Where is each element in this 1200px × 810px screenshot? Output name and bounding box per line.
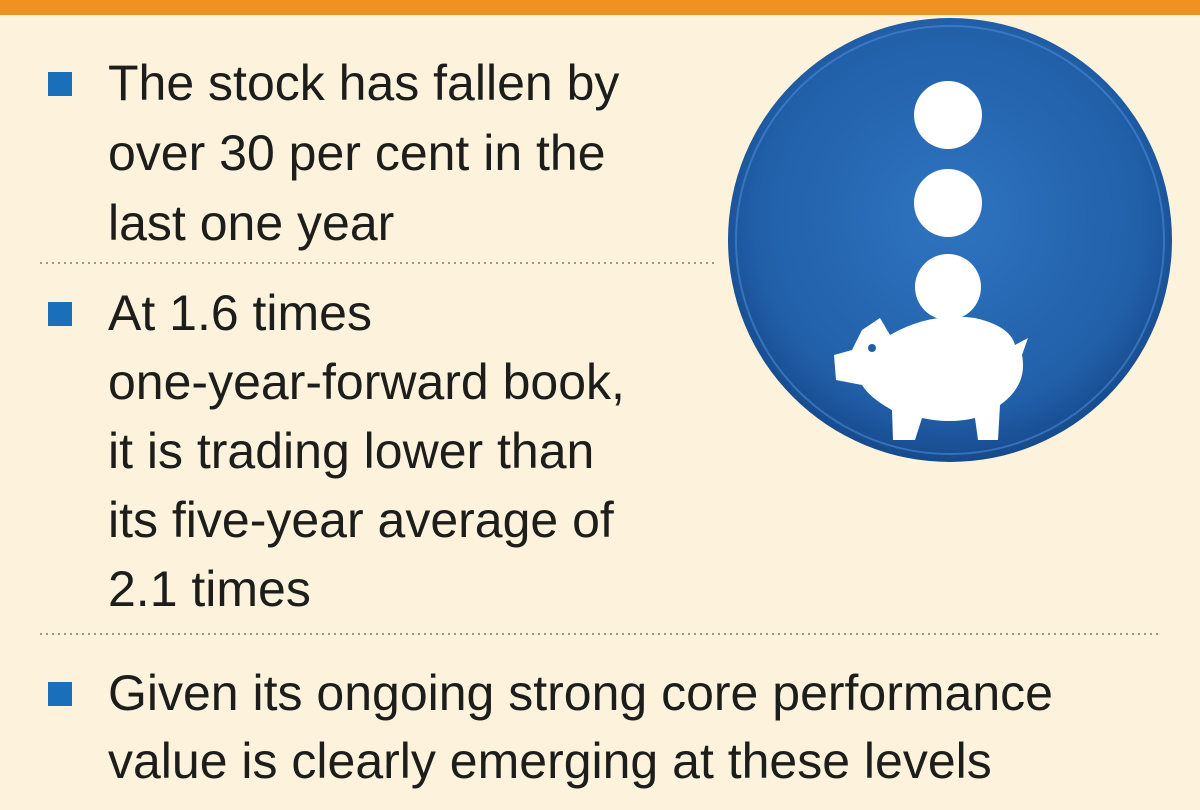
bullet-text: last one year <box>108 195 394 251</box>
bullet-text: its five-year average of <box>108 492 614 548</box>
bullet-text: At 1.6 times <box>108 285 372 341</box>
bullet-text: value is clearly emerging at these level… <box>108 733 992 789</box>
piggy-eye <box>868 344 876 352</box>
top-bar <box>0 0 1200 15</box>
bullet-text: 2.1 times <box>108 561 311 617</box>
bullet-text: over 30 per cent in the <box>108 125 606 181</box>
bullet-text: it is trading lower than <box>108 423 594 479</box>
coin <box>914 169 982 237</box>
bullet-text: The stock has fallen by <box>108 55 619 111</box>
bullet-square <box>48 72 72 96</box>
piggy <box>834 316 1028 440</box>
bullet-square <box>48 682 72 706</box>
bullet-text: one-year-forward book, <box>108 354 625 410</box>
coin <box>914 81 982 149</box>
bullet-text: Given its ongoing strong core performanc… <box>108 665 1053 721</box>
icon-circle <box>728 18 1172 462</box>
coin <box>915 254 981 320</box>
bullet-square <box>48 302 72 326</box>
icon-ring <box>735 25 1165 455</box>
piggy-bank-icon <box>728 18 1172 462</box>
